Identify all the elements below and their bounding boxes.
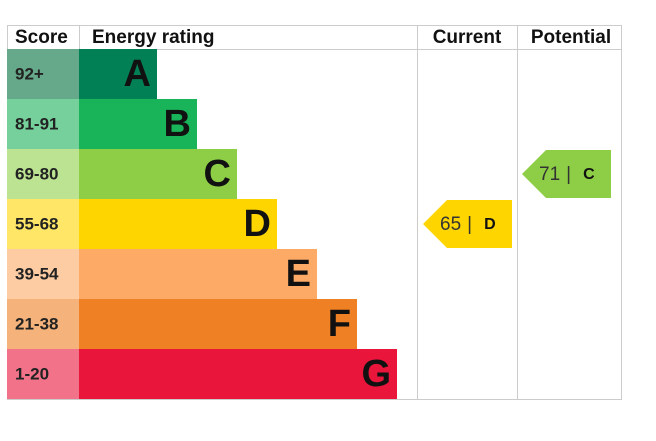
score-label: 69-80: [15, 164, 58, 183]
score-label: 92+: [15, 64, 44, 83]
score-label: 21-38: [15, 314, 58, 333]
current-letter: D: [484, 216, 496, 233]
score-cell: [7, 249, 79, 299]
potential-value: 71: [539, 164, 560, 185]
rating-bar: [79, 299, 357, 349]
rating-letter: G: [361, 353, 391, 395]
rating-letter: C: [204, 153, 231, 195]
rating-letter: D: [244, 203, 271, 245]
potential-label: 71 | C: [539, 164, 595, 185]
rating-letter: A: [124, 53, 151, 95]
header-current: Current: [433, 27, 502, 48]
header-score: Score: [15, 27, 68, 48]
rating-letter: B: [164, 103, 191, 145]
separator: |: [566, 164, 571, 185]
score-label: 81-91: [15, 114, 58, 133]
current-arrow: [423, 200, 512, 248]
rating-bar: [79, 199, 277, 249]
score-label: 55-68: [15, 214, 58, 233]
score-cell: [7, 99, 79, 149]
rating-bar: [79, 249, 317, 299]
current-value: 65: [440, 214, 461, 235]
rating-bar: [79, 349, 397, 399]
potential-letter: C: [583, 166, 595, 183]
rating-letter: F: [328, 303, 351, 345]
rating-bar: [79, 149, 237, 199]
current-label: 65 | D: [440, 214, 496, 235]
potential-arrow: [522, 150, 611, 198]
score-label: 39-54: [15, 264, 59, 283]
score-cell: [7, 49, 79, 99]
score-cell: [7, 149, 79, 199]
header-rating: Energy rating: [92, 27, 214, 48]
header-potential: Potential: [531, 27, 611, 48]
separator: |: [467, 214, 472, 235]
score-cell: [7, 299, 79, 349]
score-cell: [7, 199, 79, 249]
rating-letter: E: [286, 253, 311, 295]
rating-bar: [79, 99, 197, 149]
score-cell: [7, 349, 79, 399]
rating-bar: [79, 49, 157, 99]
score-label: 1-20: [15, 364, 49, 383]
